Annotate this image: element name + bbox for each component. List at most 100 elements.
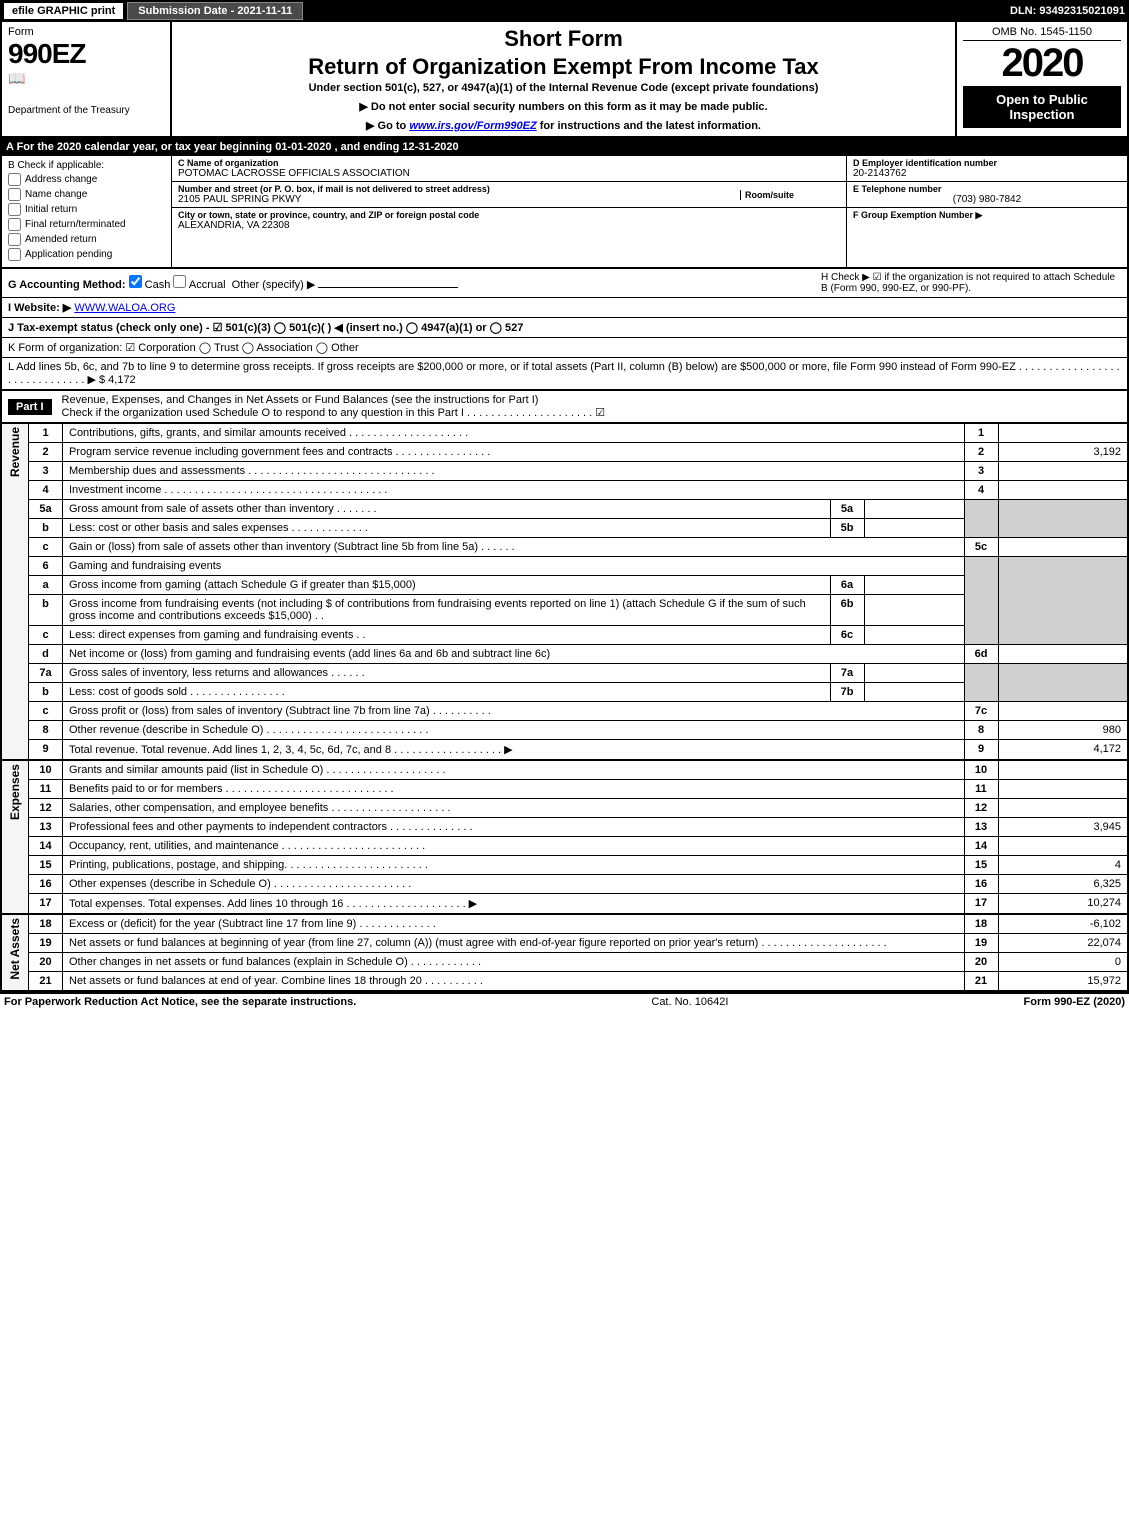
line-1-text: Contributions, gifts, grants, and simila… bbox=[63, 424, 965, 443]
line-5c-text: Gain or (loss) from sale of assets other… bbox=[63, 538, 965, 557]
line-4-num: 4 bbox=[29, 481, 63, 500]
row-g-h: G Accounting Method: Cash Accrual Other … bbox=[0, 269, 1129, 298]
line-19-amt: 22,074 bbox=[998, 934, 1128, 953]
form-header: Form 990EZ 📖 Department of the Treasury … bbox=[0, 22, 1129, 138]
lbl-application-pending: Application pending bbox=[25, 249, 112, 260]
line-5b: b Less: cost or other basis and sales ex… bbox=[1, 519, 1128, 538]
line-6d-num: d bbox=[29, 645, 63, 664]
chk-address-change[interactable] bbox=[8, 173, 21, 186]
line-10-num: 10 bbox=[29, 760, 63, 780]
line-10-box: 10 bbox=[964, 760, 998, 780]
line-18-amt: -6,102 bbox=[998, 914, 1128, 934]
chk-name-change[interactable] bbox=[8, 188, 21, 201]
chk-final-return[interactable] bbox=[8, 218, 21, 231]
inspection-text: Inspection bbox=[965, 107, 1119, 122]
line-16-text: Other expenses (describe in Schedule O) … bbox=[63, 875, 965, 894]
chk-application-pending[interactable] bbox=[8, 248, 21, 261]
line-21-num: 21 bbox=[29, 972, 63, 992]
open-public-text: Open to Public bbox=[965, 92, 1119, 107]
part1-title: Revenue, Expenses, and Changes in Net As… bbox=[62, 394, 1127, 406]
f-group-label: F Group Exemption Number ▶ bbox=[853, 210, 1121, 221]
tax-year: 2020 bbox=[963, 41, 1121, 86]
book-icon: 📖 bbox=[8, 70, 164, 87]
line-10-text: Grants and similar amounts paid (list in… bbox=[63, 760, 965, 780]
line-1: Revenue 1 Contributions, gifts, grants, … bbox=[1, 424, 1128, 443]
goto-link[interactable]: www.irs.gov/Form990EZ bbox=[409, 120, 536, 132]
line-4: 4 Investment income . . . . . . . . . . … bbox=[1, 481, 1128, 500]
c-addr-value: 2105 PAUL SPRING PKWY bbox=[178, 194, 740, 205]
chk-initial-return[interactable] bbox=[8, 203, 21, 216]
line-11: 11 Benefits paid to or for members . . .… bbox=[1, 780, 1128, 799]
inspection-box: Open to Public Inspection bbox=[963, 86, 1121, 128]
line-7a-text: Gross sales of inventory, less returns a… bbox=[63, 664, 831, 683]
i-website-link[interactable]: WWW.WALOA.ORG bbox=[74, 302, 175, 314]
c-city-label: City or town, state or province, country… bbox=[178, 210, 840, 220]
section-c: C Name of organization POTOMAC LACROSSE … bbox=[172, 156, 847, 267]
line-8-text: Other revenue (describe in Schedule O) .… bbox=[63, 721, 965, 740]
goto-text: ▶ Go to www.irs.gov/Form990EZ for instru… bbox=[182, 119, 945, 132]
line-7c: c Gross profit or (loss) from sales of i… bbox=[1, 702, 1128, 721]
chk-amended-return[interactable] bbox=[8, 233, 21, 246]
line-17-box: 17 bbox=[964, 894, 998, 915]
section-b: B Check if applicable: Address change Na… bbox=[2, 156, 172, 267]
line-20-amt: 0 bbox=[998, 953, 1128, 972]
line-7c-num: c bbox=[29, 702, 63, 721]
short-form-title: Short Form bbox=[182, 26, 945, 52]
other-specify-line[interactable] bbox=[318, 287, 458, 288]
row-a-tax-year: A For the 2020 calendar year, or tax yea… bbox=[0, 138, 1129, 156]
chk-accrual[interactable] bbox=[173, 275, 186, 288]
line-7b-il: 7b bbox=[830, 683, 864, 702]
line-21: 21 Net assets or fund balances at end of… bbox=[1, 972, 1128, 992]
line-4-box: 4 bbox=[964, 481, 998, 500]
goto-post: for instructions and the latest informat… bbox=[537, 120, 761, 132]
row-i: I Website: ▶ WWW.WALOA.ORG bbox=[0, 298, 1129, 318]
section-def: D Employer identification number 20-2143… bbox=[847, 156, 1127, 267]
line-7ab-shade bbox=[964, 664, 998, 702]
lbl-other: Other (specify) ▶ bbox=[232, 279, 316, 291]
line-6-shade bbox=[964, 557, 998, 645]
line-6b-num: b bbox=[29, 595, 63, 626]
line-12-amt bbox=[998, 799, 1128, 818]
line-6a-il: 6a bbox=[830, 576, 864, 595]
line-21-box: 21 bbox=[964, 972, 998, 992]
line-17-amt: 10,274 bbox=[998, 894, 1128, 915]
line-5ab-shade bbox=[964, 500, 998, 538]
line-6-shade-amt bbox=[998, 557, 1128, 645]
line-12: 12 Salaries, other compensation, and emp… bbox=[1, 799, 1128, 818]
line-7b: b Less: cost of goods sold . . . . . . .… bbox=[1, 683, 1128, 702]
line-4-amt bbox=[998, 481, 1128, 500]
efile-print-button[interactable]: efile GRAPHIC print bbox=[4, 3, 123, 19]
i-label: I Website: ▶ bbox=[8, 302, 71, 314]
line-16-num: 16 bbox=[29, 875, 63, 894]
section-b-title: B Check if applicable: bbox=[8, 160, 165, 171]
line-6c-text: Less: direct expenses from gaming and fu… bbox=[63, 626, 831, 645]
c-name-label: C Name of organization bbox=[178, 158, 840, 168]
row-l: L Add lines 5b, 6c, and 7b to line 9 to … bbox=[0, 358, 1129, 391]
line-15: 15 Printing, publications, postage, and … bbox=[1, 856, 1128, 875]
header-right: OMB No. 1545-1150 2020 Open to Public In… bbox=[957, 22, 1127, 136]
line-8: 8 Other revenue (describe in Schedule O)… bbox=[1, 721, 1128, 740]
chk-cash[interactable] bbox=[129, 275, 142, 288]
c-room-label: Room/suite bbox=[745, 190, 840, 200]
part1-header-row: Part I Revenue, Expenses, and Changes in… bbox=[0, 391, 1129, 423]
line-1-num: 1 bbox=[29, 424, 63, 443]
lbl-address-change: Address change bbox=[25, 174, 97, 185]
line-2-box: 2 bbox=[964, 443, 998, 462]
submission-date-button[interactable]: Submission Date - 2021-11-11 bbox=[127, 2, 303, 20]
line-6-text: Gaming and fundraising events bbox=[63, 557, 965, 576]
line-6c: c Less: direct expenses from gaming and … bbox=[1, 626, 1128, 645]
line-5a-text: Gross amount from sale of assets other t… bbox=[63, 500, 831, 519]
line-6a-num: a bbox=[29, 576, 63, 595]
line-21-amt: 15,972 bbox=[998, 972, 1128, 992]
row-k: K Form of organization: ☑ Corporation ◯ … bbox=[0, 338, 1129, 358]
line-14-box: 14 bbox=[964, 837, 998, 856]
line-7c-text: Gross profit or (loss) from sales of inv… bbox=[63, 702, 965, 721]
line-4-text: Investment income . . . . . . . . . . . … bbox=[63, 481, 965, 500]
e-phone-value: (703) 980-7842 bbox=[853, 194, 1121, 205]
line-6a-iv bbox=[864, 576, 964, 595]
line-16-box: 16 bbox=[964, 875, 998, 894]
main-title: Return of Organization Exempt From Incom… bbox=[182, 54, 945, 80]
line-10: Expenses 10 Grants and similar amounts p… bbox=[1, 760, 1128, 780]
line-3-text: Membership dues and assessments . . . . … bbox=[63, 462, 965, 481]
line-2-num: 2 bbox=[29, 443, 63, 462]
